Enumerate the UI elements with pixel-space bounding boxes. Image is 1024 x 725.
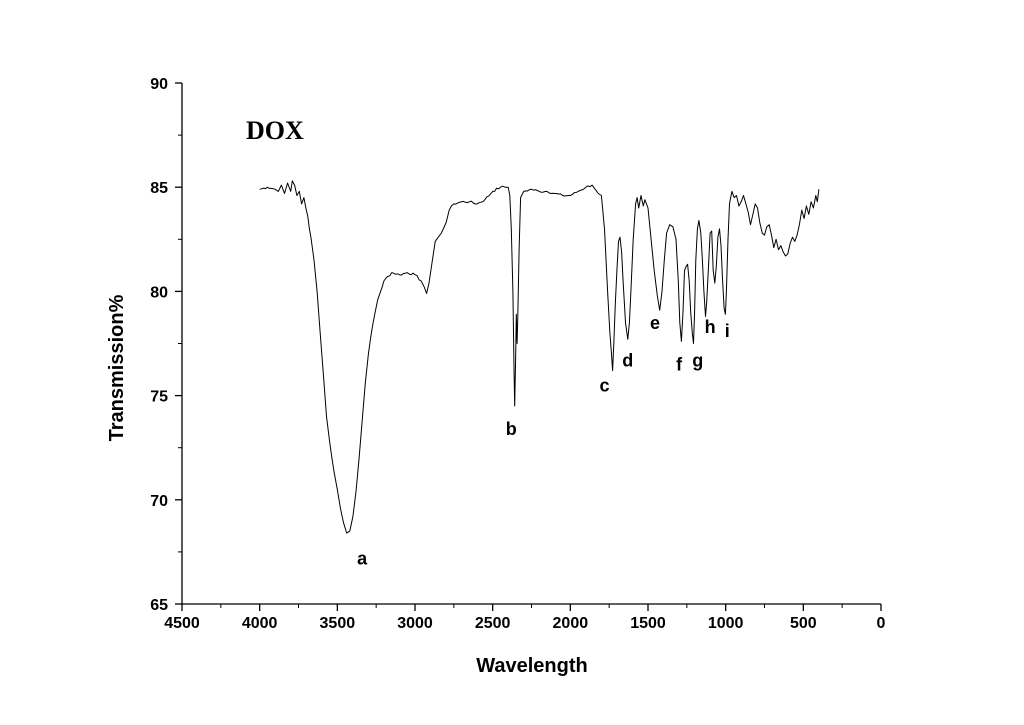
- y-tick-label-0: 65: [150, 597, 168, 614]
- x-tick-label-1: 4000: [242, 615, 278, 632]
- x-tick-label-6: 1500: [630, 615, 666, 632]
- x-tick-label-8: 500: [790, 615, 817, 632]
- y-tick-label-5: 90: [150, 76, 168, 93]
- ticks: [175, 82, 882, 611]
- peak-label-i: i: [725, 321, 730, 341]
- peak-label-f: f: [676, 355, 683, 375]
- y-axis-title: Transmission%: [106, 294, 128, 441]
- x-tick-label-3: 3000: [397, 615, 433, 632]
- y-tick-label-1: 70: [150, 493, 168, 510]
- chart-title: DOX: [246, 116, 304, 145]
- x-tick-label-7: 1000: [708, 615, 744, 632]
- peak-label-e: e: [650, 313, 660, 333]
- peak-label-g: g: [692, 350, 703, 370]
- tick-labels: 4500 4000 3500 3000 2500 2000 1500 1000 500 0 65 70…: [150, 76, 885, 632]
- x-tick-label-9: 0: [877, 615, 886, 632]
- peak-label-c: c: [599, 375, 609, 395]
- peak-label-b: b: [506, 419, 517, 439]
- y-tick-label-2: 75: [150, 389, 168, 406]
- spectrum-line: [259, 180, 820, 534]
- x-tick-label-5: 2000: [553, 615, 589, 632]
- x-axis-title: Wavelength: [476, 655, 588, 677]
- y-tick-label-4: 85: [150, 180, 168, 197]
- peak-label-a: a: [357, 548, 368, 568]
- axes: [181, 83, 881, 605]
- x-tick-label-2: 3500: [320, 615, 356, 632]
- x-tick-label-4: 2500: [475, 615, 511, 632]
- peak-label-d: d: [622, 350, 633, 370]
- peak-label-h: h: [705, 317, 716, 337]
- peak-labels: a b cde f gh i: [357, 313, 730, 568]
- y-tick-label-3: 80: [150, 284, 168, 301]
- x-tick-label-0: 4500: [164, 615, 200, 632]
